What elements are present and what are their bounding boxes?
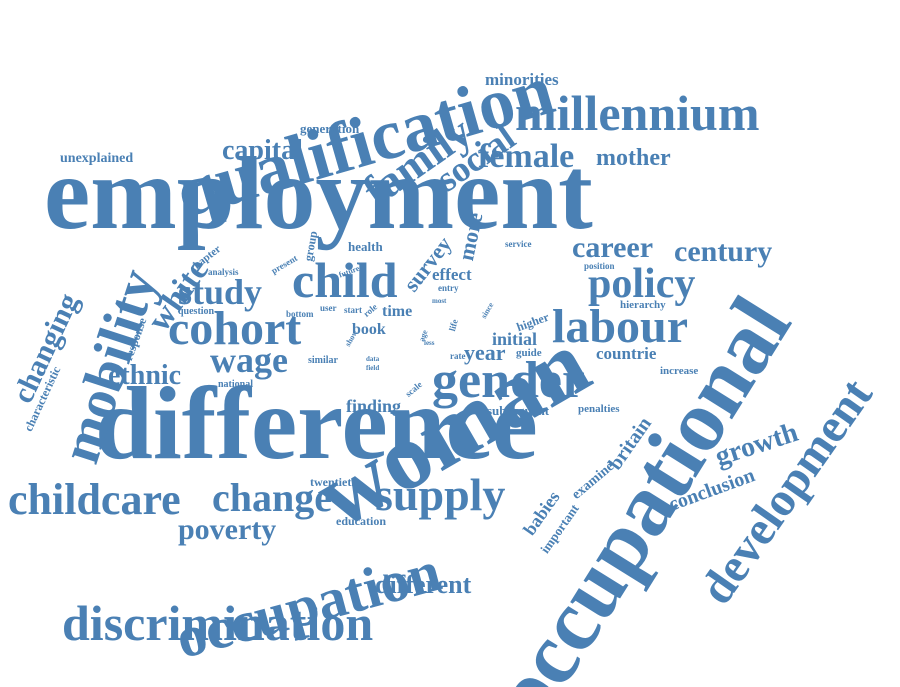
word-hierarchy: hierarchy bbox=[620, 299, 666, 311]
word-female: female bbox=[478, 138, 575, 175]
word-employment: employment bbox=[44, 136, 593, 251]
word-effect: effect bbox=[432, 265, 472, 284]
word-millennium: millennium bbox=[515, 85, 760, 141]
word-data: data bbox=[366, 355, 380, 363]
word-penalties: penalties bbox=[578, 403, 620, 415]
word-increase: increase bbox=[660, 365, 699, 377]
word-study: study bbox=[178, 272, 263, 312]
word-initial: initial bbox=[492, 329, 538, 349]
word-minorities: minorities bbox=[485, 70, 559, 89]
word-field: field bbox=[366, 364, 380, 372]
word-different: different bbox=[375, 570, 472, 599]
word-similar: similar bbox=[308, 355, 338, 366]
word-user: user bbox=[320, 303, 337, 313]
word-supply: supply bbox=[375, 469, 506, 520]
word-countrie: countrie bbox=[596, 344, 657, 363]
word-position: position bbox=[584, 261, 615, 271]
word-bottom: bottom bbox=[286, 309, 314, 319]
word-education: education bbox=[336, 514, 387, 528]
word-child: child bbox=[292, 252, 398, 308]
word-less: less bbox=[424, 339, 435, 347]
word-time: time bbox=[382, 303, 413, 320]
word-childcare: childcare bbox=[8, 475, 181, 524]
word-finding: finding bbox=[346, 396, 402, 416]
word-labour: labour bbox=[552, 300, 689, 353]
word-guide: guide bbox=[516, 347, 542, 359]
word-health: health bbox=[348, 239, 383, 254]
word-cohort: cohort bbox=[168, 302, 302, 355]
word-century: century bbox=[674, 235, 773, 268]
word-national: national bbox=[218, 379, 254, 390]
word-generation: generation bbox=[300, 121, 360, 136]
word-difference: difference bbox=[95, 366, 538, 481]
word-poverty: poverty bbox=[178, 513, 277, 546]
word-capital: capital bbox=[222, 135, 303, 166]
word-analysis: analysis bbox=[208, 267, 239, 277]
word-question: question bbox=[178, 306, 215, 317]
word-life: life bbox=[447, 318, 460, 333]
word-most: most bbox=[432, 297, 447, 305]
word-subsequent: subsequent bbox=[487, 403, 550, 418]
word-policy: policy bbox=[588, 261, 696, 307]
word-since: since bbox=[479, 300, 496, 320]
word-change: change bbox=[212, 475, 332, 520]
word-unexplained: unexplained bbox=[60, 151, 134, 166]
word-start: start bbox=[344, 305, 362, 315]
word-year: year bbox=[464, 340, 506, 365]
word-entry: entry bbox=[438, 283, 459, 293]
word-wage: wage bbox=[210, 340, 288, 380]
word-service: service bbox=[505, 239, 532, 249]
word-gender: gender bbox=[432, 352, 586, 409]
word-discrimination: discrimination bbox=[62, 595, 374, 651]
word-twentieth: twentieth bbox=[310, 475, 358, 489]
word-show: show bbox=[343, 328, 360, 348]
word-mother: mother bbox=[596, 145, 671, 171]
word-ethnic: ethnic bbox=[108, 360, 182, 391]
word-career: career bbox=[572, 231, 654, 264]
word-rate: rate bbox=[450, 351, 466, 361]
word-book: book bbox=[352, 321, 386, 338]
